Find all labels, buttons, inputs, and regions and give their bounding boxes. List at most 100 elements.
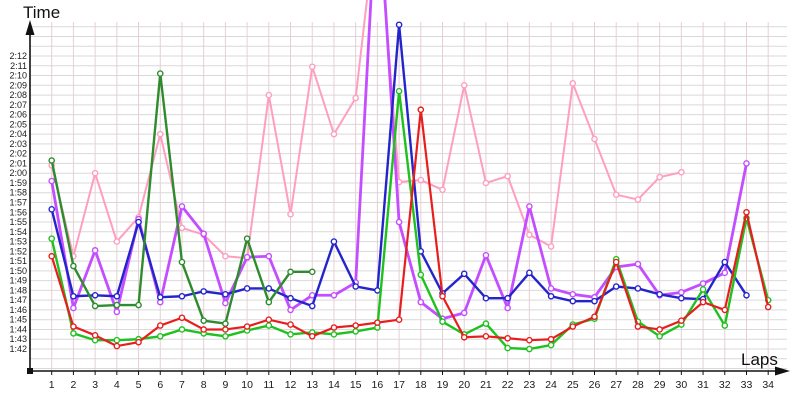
x-axis-title: Laps [741, 350, 778, 369]
data-point-blue [612, 283, 620, 290]
x-tick-label: 14 [328, 379, 340, 391]
y-tick-label: 2:11 [10, 61, 27, 71]
data-point-red [678, 317, 685, 324]
x-tick-label: 24 [545, 379, 557, 391]
data-point-red [612, 258, 620, 266]
data-point-red [308, 333, 316, 340]
x-tick-label: 20 [458, 379, 470, 391]
data-point-blue [48, 206, 56, 213]
y-tick-label: 1:51 [9, 256, 27, 266]
data-point-blue [721, 258, 729, 266]
data-point-dark-green [265, 298, 273, 306]
x-tick-label: 32 [719, 379, 731, 391]
x-tick-label: 26 [589, 379, 601, 391]
data-point-red [113, 342, 121, 350]
y-tick-label: 1:43 [9, 334, 27, 344]
y-axis-arrow-icon [25, 20, 35, 35]
x-tick-label: 29 [654, 379, 666, 391]
data-point-blue [178, 292, 186, 300]
data-point-violet [526, 203, 533, 210]
data-point-violet [678, 289, 685, 296]
data-point-blue [243, 285, 251, 292]
y-tick-label: 2:03 [9, 139, 27, 149]
y-tick-label: 1:45 [9, 315, 27, 325]
data-point-violet [287, 306, 294, 314]
data-point-green [330, 331, 338, 338]
data-point-violet [91, 247, 99, 254]
data-point-dark-green [70, 262, 77, 270]
data-point-red [417, 106, 425, 114]
data-point-pink [417, 176, 425, 184]
x-tick-label: 30 [676, 379, 688, 391]
x-tick-label: 27 [610, 379, 622, 391]
data-point-blue [222, 291, 229, 298]
y-tick-label: 2:07 [9, 100, 27, 110]
x-tick-label: 9 [222, 379, 228, 391]
data-point-pink [526, 231, 533, 239]
x-tick-label: 2 [70, 379, 76, 391]
data-point-blue [678, 294, 685, 302]
data-point-blue [569, 297, 577, 305]
x-tick-label: 18 [415, 379, 427, 391]
data-point-blue [482, 294, 490, 302]
x-axis-arrow-icon [775, 366, 790, 376]
x-tick-label: 13 [306, 379, 318, 391]
y-tick-label: 1:56 [9, 207, 27, 217]
y-tick-label: 1:46 [9, 305, 27, 315]
data-point-violet [569, 291, 577, 298]
x-tick-label: 11 [263, 379, 274, 391]
data-point-violet [417, 298, 425, 306]
x-tick-label: 6 [157, 379, 163, 391]
data-point-pink [265, 91, 273, 99]
x-tick-label: 16 [372, 379, 384, 391]
data-point-green [395, 87, 403, 95]
x-tick-label: 17 [393, 379, 405, 391]
data-point-red [439, 292, 446, 300]
data-point-pink [547, 243, 555, 250]
data-point-red [374, 319, 381, 326]
data-point-green [113, 336, 121, 344]
data-point-dark-green [308, 268, 316, 276]
data-point-red [634, 323, 642, 330]
data-point-dark-green [135, 301, 142, 309]
data-point-pink [460, 81, 468, 89]
data-point-pink [439, 186, 446, 194]
y-tick-label: 2:04 [9, 129, 27, 139]
x-tick-label: 8 [201, 379, 207, 391]
data-point-red [91, 332, 99, 339]
data-point-pink [156, 130, 164, 138]
series-line-red [50, 108, 770, 348]
data-point-green [178, 326, 186, 333]
data-point-blue [374, 287, 381, 294]
data-point-red [330, 324, 338, 331]
data-point-dark-green [178, 258, 186, 266]
data-point-blue [113, 292, 121, 300]
data-point-dark-green [243, 235, 251, 242]
x-tick-label: 33 [741, 379, 753, 391]
data-point-green [222, 333, 229, 340]
data-point-red [460, 333, 468, 341]
data-point-violet [70, 304, 77, 312]
data-point-green [526, 345, 533, 353]
data-point-blue [308, 302, 316, 310]
x-tick-label: 1 [49, 379, 55, 391]
data-point-pink [287, 210, 294, 218]
data-point-violet [178, 203, 186, 210]
data-point-green [352, 328, 359, 335]
y-tick-label: 1:42 [9, 344, 27, 354]
y-tick-label: 1:59 [9, 178, 27, 188]
data-point-violet [634, 260, 642, 268]
data-point-violet [222, 299, 229, 307]
data-point-dark-green [156, 70, 164, 77]
data-point-dark-green [200, 317, 207, 324]
data-point-blue [287, 294, 294, 302]
data-point-red [178, 314, 186, 322]
x-tick-label: 19 [437, 379, 449, 391]
data-point-blue [91, 291, 99, 299]
data-point-green [439, 318, 446, 325]
data-point-pink [178, 224, 186, 232]
data-point-blue [70, 292, 77, 300]
data-point-violet [721, 269, 729, 277]
data-point-violet [48, 177, 56, 185]
x-tick-label: 10 [241, 379, 253, 391]
